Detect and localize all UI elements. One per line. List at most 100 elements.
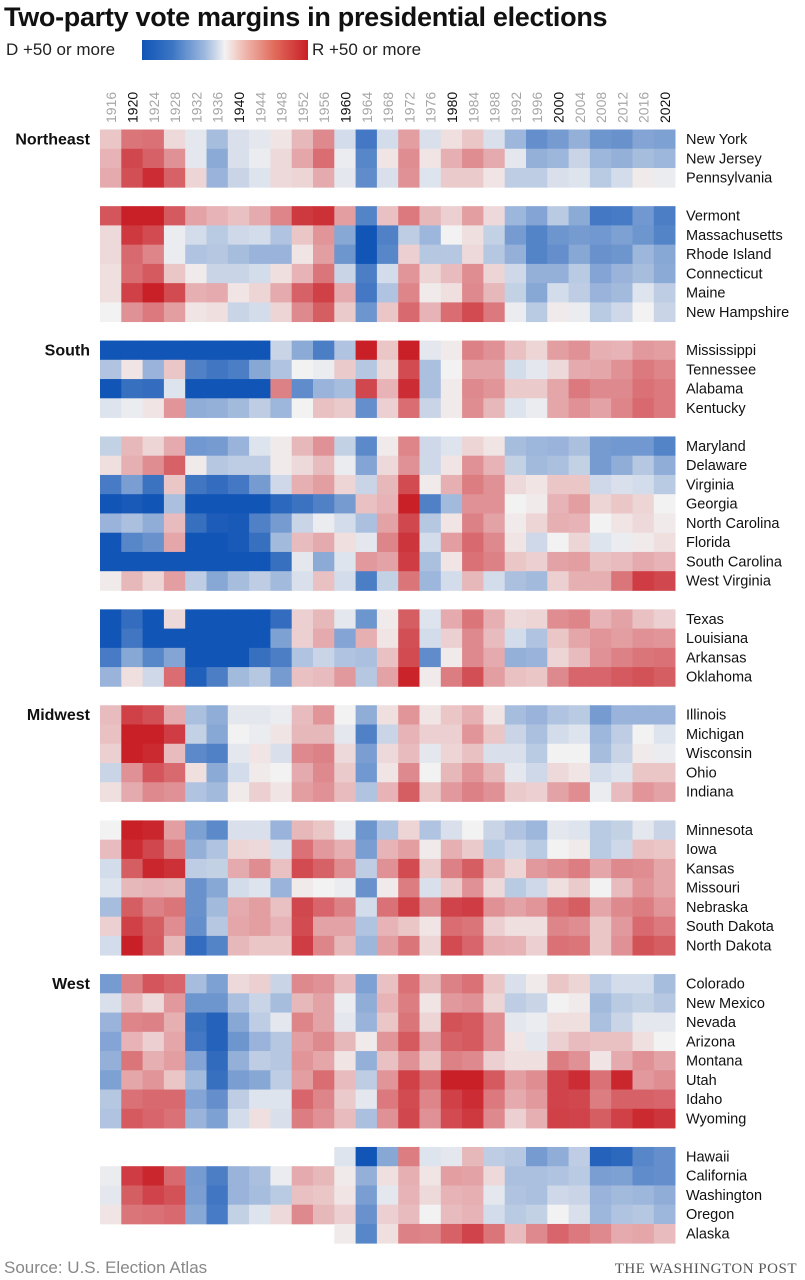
cell-pennsylvania-2008 [589,168,612,188]
cell-georgia-1968 [376,494,399,514]
cell-kansas-1932 [185,858,207,879]
cell-oklahoma-1920 [121,667,143,687]
cell-vermont-1916 [100,206,122,226]
cell-arkansas-1996 [526,647,548,668]
cell-maine-1952 [291,283,314,303]
cell-louisiana-1948 [270,628,293,649]
cell-ohio-1924 [142,763,165,783]
cell-kansas-1972 [398,858,420,879]
cell-louisiana-1996 [526,628,548,649]
cell-georgia-1984 [462,494,484,514]
cell-illinois-1988 [483,705,506,725]
cell-arizona-2020 [653,1031,676,1052]
cell-new-york-1952 [291,129,314,150]
cell-louisiana-1988 [483,628,506,649]
cell-maine-1956 [313,283,335,303]
state-label-minnesota: Minnesota [686,823,754,839]
cell-ohio-1968 [376,763,399,783]
cell-louisiana-1960 [334,628,356,649]
cell-maryland-1976 [419,436,442,457]
cell-virginia-1928 [163,474,186,495]
cell-south-dakota-1944 [249,916,271,937]
cell-colorado-1968 [376,974,399,994]
cell-missouri-2020 [653,878,676,898]
cell-nebraska-1980 [440,897,463,918]
cell-minnesota-1964 [355,820,378,841]
cell-oklahoma-1992 [504,667,527,687]
cell-california-2000 [547,1166,569,1186]
cell-montana-1944 [249,1051,271,1071]
cell-utah-1976 [419,1070,442,1090]
cell-connecticut-2020 [653,263,676,284]
cell-north-dakota-1916 [100,935,122,956]
cell-florida-1984 [462,532,484,553]
cell-kentucky-1996 [526,398,548,418]
cell-nevada-1920 [121,1012,143,1033]
cell-oregon-1944 [249,1204,271,1225]
cell-maine-1932 [185,283,207,303]
cell-pennsylvania-2004 [568,168,591,188]
cell-hawaii-2004 [568,1146,591,1167]
cell-new-mexico-1936 [206,993,229,1013]
cell-alabama-1988 [483,379,506,399]
cell-nebraska-1988 [483,897,506,918]
cell-kansas-1980 [440,858,463,879]
cell-massachusetts-1952 [291,225,314,246]
cell-north-carolina-2012 [611,513,633,534]
cell-new-mexico-1980 [440,993,463,1013]
cell-tennessee-1956 [313,359,335,380]
cell-california-2016 [632,1166,655,1186]
cell-maine-1936 [206,283,229,303]
cell-south-dakota-2012 [611,916,633,937]
cell-nevada-2016 [632,1012,655,1033]
cell-mississippi-2016 [632,340,655,361]
cell-washington-1920 [121,1185,143,1206]
cell-new-jersey-1920 [121,148,143,169]
cell-iowa-2012 [611,839,633,860]
cell-georgia-2008 [589,494,612,514]
region-label-midwest: Midwest [27,707,91,724]
cell-new-jersey-1964 [355,148,378,169]
cell-utah-1928 [163,1070,186,1090]
cell-south-carolina-2020 [653,551,676,572]
cell-colorado-1960 [334,974,356,994]
cell-illinois-1932 [185,705,207,725]
cell-nevada-2020 [653,1012,676,1033]
cell-iowa-1972 [398,839,420,860]
cell-mississippi-1988 [483,340,506,361]
cell-hawaii-2012 [611,1146,633,1167]
cell-new-mexico-1964 [355,993,378,1013]
cell-minnesota-1996 [526,820,548,841]
cell-connecticut-2016 [632,263,655,284]
cell-california-1996 [526,1166,548,1186]
cell-florida-1944 [249,532,271,553]
cell-vermont-1992 [504,206,527,226]
cell-utah-1944 [249,1070,271,1090]
cell-new-mexico-1988 [483,993,506,1013]
cell-north-dakota-1956 [313,935,335,956]
cell-new-york-1968 [376,129,399,150]
cell-tennessee-1972 [398,359,420,380]
cell-michigan-1968 [376,724,399,745]
cell-nevada-1980 [440,1012,463,1033]
cell-nebraska-2020 [653,897,676,918]
cell-massachusetts-1968 [376,225,399,246]
cell-north-carolina-1992 [504,513,527,534]
state-label-vermont: Vermont [686,209,740,225]
cell-illinois-1916 [100,705,122,725]
cell-ohio-2000 [547,763,569,783]
cell-alabama-1936 [206,379,229,399]
cell-arizona-2008 [589,1031,612,1052]
cell-pennsylvania-1940 [227,168,250,188]
cell-vermont-1948 [270,206,293,226]
cell-kentucky-1984 [462,398,484,418]
cell-west-virginia-1944 [249,571,271,591]
cell-new-mexico-1960 [334,993,356,1013]
cell-arizona-1920 [121,1031,143,1052]
cell-new-mexico-2020 [653,993,676,1013]
cell-nebraska-1944 [249,897,271,918]
cell-louisiana-1956 [313,628,335,649]
cell-ohio-1940 [227,763,250,783]
cell-new-hampshire-1956 [313,302,335,323]
cell-delaware-1940 [227,455,250,476]
